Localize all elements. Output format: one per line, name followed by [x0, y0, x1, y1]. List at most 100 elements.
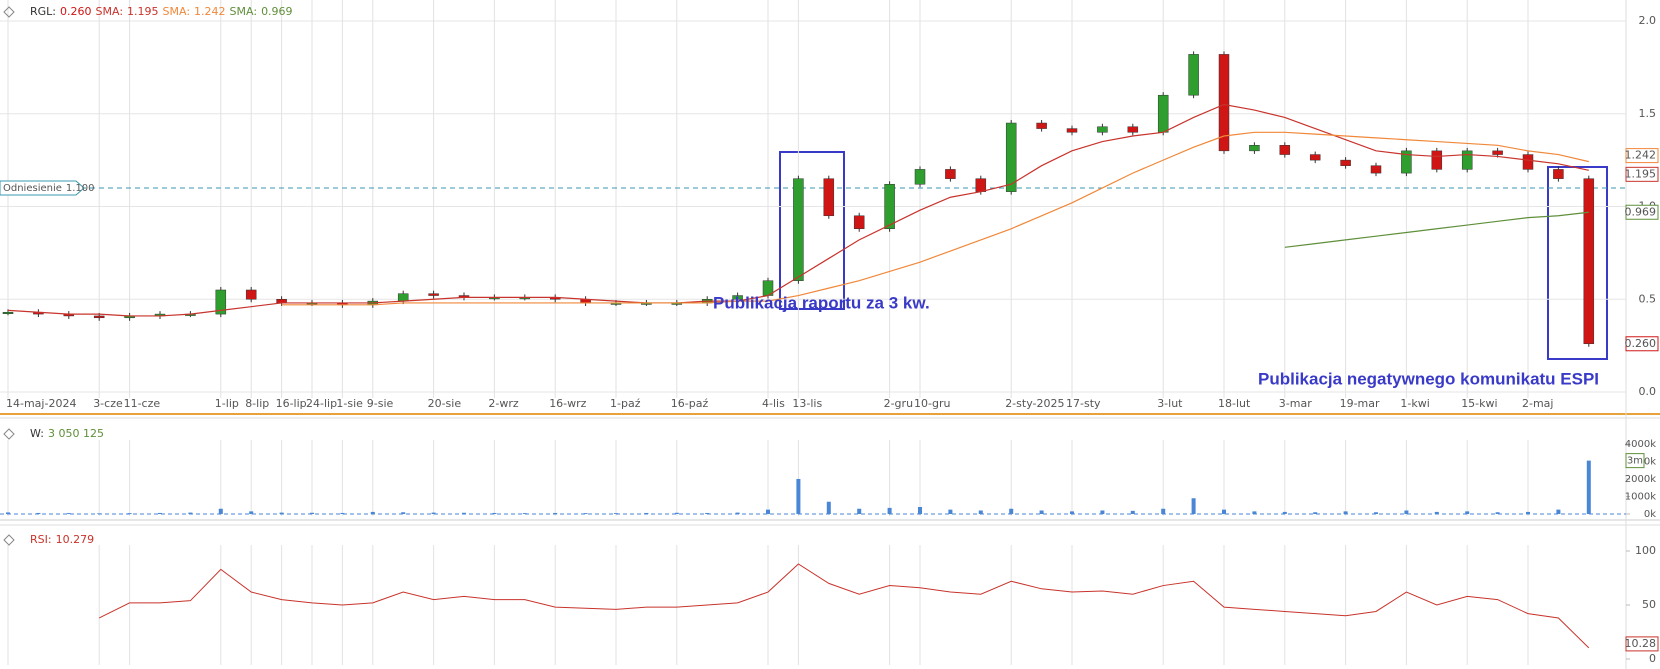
volume-bar	[6, 512, 10, 514]
volume-bar	[1070, 511, 1074, 514]
volume-bar	[1222, 509, 1226, 514]
x-tick-label: 2-gru	[884, 397, 913, 410]
candle	[1157, 94, 1169, 133]
x-tick-label: 16-paź	[671, 397, 709, 410]
x-tick-label: 18-lut	[1218, 397, 1251, 410]
volume-bar	[887, 507, 892, 514]
volume-bar	[1586, 460, 1591, 514]
x-tick-label: 3-cze	[93, 397, 123, 410]
candle	[1309, 154, 1321, 161]
reference-name: Odniesienie	[3, 183, 62, 194]
y-tick-label: 0.0	[1639, 385, 1657, 398]
y-tick-label: 2000k	[1625, 474, 1656, 485]
x-tick-label: 19-mar	[1340, 397, 1380, 410]
candle	[1036, 122, 1047, 129]
x-tick-label: 10-gru	[914, 397, 950, 410]
x-tick-label: 1-lip	[215, 397, 239, 410]
volume-bar	[310, 512, 314, 514]
legend: W: 3 050 125	[30, 427, 104, 440]
volume-bar	[1343, 511, 1348, 514]
candle	[215, 289, 227, 315]
volume-bar	[218, 508, 223, 514]
volume-bar	[279, 512, 284, 514]
volume-bar	[583, 513, 588, 514]
volume-bar	[918, 507, 922, 514]
candle	[1492, 150, 1503, 155]
candle	[1279, 145, 1291, 155]
x-tick-label: 11-cze	[124, 397, 161, 410]
legend-name: SMA:	[230, 5, 258, 18]
legend-name: SMA:	[163, 5, 191, 18]
volume-bar	[492, 512, 497, 514]
value-box	[1625, 166, 1659, 182]
volume-bar	[735, 512, 740, 514]
volume-bar	[158, 512, 162, 514]
value-box-label: 0.969	[1625, 205, 1657, 218]
candle	[853, 215, 865, 230]
y-tick-label: 0k	[1644, 509, 1656, 520]
volume-bar	[1556, 509, 1561, 514]
sma-line	[7, 103, 1589, 317]
value-box-label: 1.195	[1625, 167, 1657, 180]
legend-name: RSI:	[30, 533, 52, 546]
legend-value: 0.969	[261, 5, 293, 18]
volume-bar	[948, 509, 953, 514]
volume-bar	[766, 509, 770, 514]
candle	[2, 311, 14, 314]
x-tick-label: 2-wrz	[488, 397, 518, 410]
x-tick-label: 9-sie	[367, 397, 394, 410]
candle	[732, 295, 743, 300]
candle	[1127, 126, 1139, 133]
legend-value: 1.195	[127, 5, 159, 18]
candle	[793, 178, 804, 281]
volume-bar	[249, 511, 254, 514]
volume-bar	[674, 512, 679, 514]
panel-icon	[3, 428, 15, 440]
volume-bar	[431, 512, 436, 514]
y-tick-label: 100	[1635, 544, 1656, 557]
x-tick-label: 3-mar	[1279, 397, 1312, 410]
sma-line	[1284, 211, 1589, 248]
volume-bar	[1526, 511, 1530, 514]
reference-tag	[0, 180, 85, 196]
volume-bar	[826, 501, 831, 514]
x-tick-label: 1-kwi	[1400, 397, 1429, 410]
candle	[1553, 169, 1564, 179]
volume-bar	[1282, 511, 1287, 514]
volume-bar	[370, 511, 375, 514]
volume-bar	[97, 513, 102, 514]
x-tick-label: 4-lis	[762, 397, 785, 410]
y-tick-label: 0.5	[1639, 292, 1657, 305]
volume-bar	[1191, 498, 1196, 514]
legend: RGL: 0.260 SMA: 1.195 SMA: 1.242 SMA: 0.969	[30, 5, 293, 18]
candle	[945, 169, 956, 179]
annotation: Publikacja negatywnego komunikatu ESPI	[1258, 369, 1599, 388]
candle	[1370, 165, 1382, 174]
legend-value: 3 050 125	[48, 427, 104, 440]
candle	[1188, 54, 1199, 96]
sma-line	[281, 131, 1589, 306]
candle	[914, 169, 926, 185]
value-box-label: 10.28	[1625, 637, 1657, 650]
candle	[1461, 150, 1473, 170]
volume-bar	[1313, 512, 1318, 514]
x-tick-label: 1-paź	[610, 397, 641, 410]
volume-bar	[340, 512, 345, 514]
legend-name: RGL:	[30, 5, 56, 18]
candle	[1583, 178, 1595, 345]
volume-bar	[644, 512, 649, 514]
y-tick-label: 1000k	[1625, 492, 1656, 503]
volume-bar	[1100, 510, 1105, 514]
x-tick-label: 17-sty	[1066, 397, 1101, 410]
volume-bar	[978, 510, 983, 514]
highlight-box	[779, 151, 845, 310]
value-box-label: 3m	[1627, 456, 1643, 467]
volume-bar	[1434, 511, 1439, 514]
volume-bar	[1039, 510, 1044, 514]
candle	[1340, 159, 1351, 166]
x-tick-label: 3-lut	[1157, 397, 1183, 410]
legend-value: 1.242	[194, 5, 226, 18]
y-tick-label: 0	[1649, 652, 1656, 665]
volume-bar	[522, 513, 527, 514]
candle	[1249, 145, 1260, 152]
